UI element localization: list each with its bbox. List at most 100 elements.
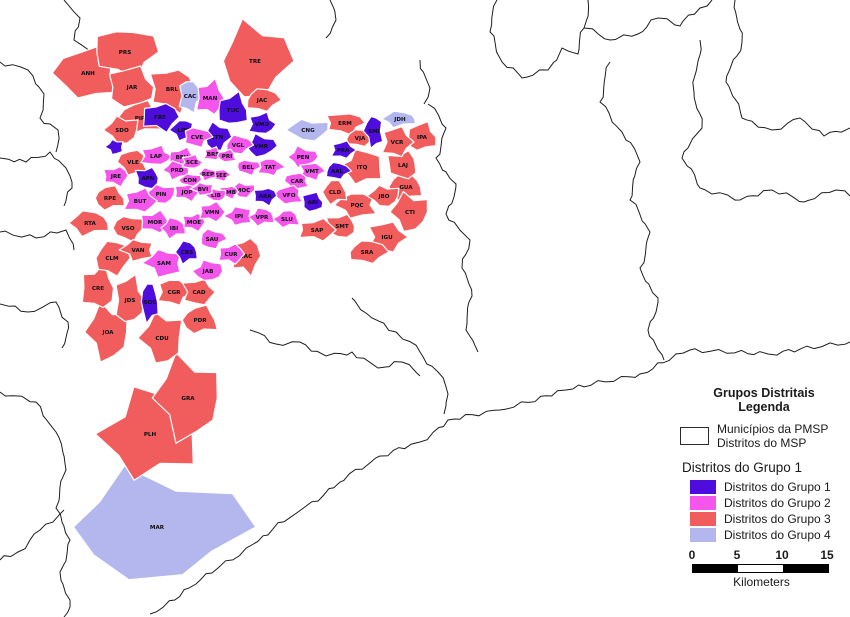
- district-label: MAR: [150, 525, 165, 531]
- district-label: CMB: [222, 190, 236, 196]
- municipal-boundary: [325, 0, 337, 39]
- district-label: BVI: [198, 187, 208, 193]
- legend-swatch-grupo-1: [690, 479, 716, 494]
- legend-group-rows: Distritos do Grupo 1 Distritos do Grupo …: [680, 479, 848, 542]
- district-label: JDS: [124, 298, 136, 304]
- district-RTA: [68, 210, 110, 238]
- municipality-label-line1: Municípios da PMSP: [717, 421, 829, 436]
- district-SDO: [102, 115, 139, 144]
- district-label: SAM: [157, 261, 171, 267]
- legend-swatch-grupo-3: [690, 511, 716, 526]
- district-label: IBI: [170, 226, 178, 232]
- municipality-label-line2: Distritos do MSP: [717, 436, 807, 451]
- scale-seg-1: [693, 564, 738, 572]
- district-label: IPI: [235, 214, 243, 220]
- district-ARI: [302, 191, 324, 213]
- district-label: STN: [211, 135, 224, 141]
- district-label: PIR: [135, 116, 146, 122]
- district-label: GRA: [181, 396, 195, 402]
- district-label: SLU: [281, 217, 293, 223]
- district-SAU: [200, 228, 228, 250]
- district-label: IGU: [381, 235, 393, 241]
- district-TUC: [218, 90, 248, 124]
- district-label: JDH: [393, 117, 406, 123]
- district-label: VAN: [132, 248, 145, 254]
- district-label: VPR: [256, 215, 269, 221]
- district-label: JRE: [110, 174, 121, 180]
- district-VAN: [118, 239, 153, 262]
- district-CNG: [285, 118, 329, 142]
- district-label: SCE: [186, 160, 198, 166]
- district-label: LAJ: [398, 163, 408, 169]
- district-label: CAD: [192, 290, 205, 296]
- district-label: CUR: [225, 252, 239, 258]
- district-label: CBS: [181, 250, 193, 256]
- district-VMT: [299, 162, 327, 181]
- scale-bar: 0 5 10 15 Kilometers: [689, 548, 834, 589]
- district-label: ARA: [259, 194, 273, 200]
- district-label: PRA: [337, 148, 350, 154]
- district-label: VMD: [255, 122, 270, 128]
- district-ARA: [253, 187, 278, 207]
- district-LAJ: [387, 149, 417, 180]
- district-label: CLM: [105, 256, 119, 262]
- district-label: JAR: [126, 85, 138, 91]
- district-SAM: [141, 248, 182, 278]
- district-BUT: [123, 187, 158, 213]
- district-label: PRD: [170, 168, 183, 174]
- district-label: CGR: [167, 290, 181, 296]
- district-SCE: [181, 153, 204, 169]
- district-label: CVE: [191, 135, 203, 141]
- municipal-boundary: [419, 59, 431, 105]
- municipal-boundary: [149, 341, 850, 615]
- municipal-boundary: [427, 103, 479, 353]
- district-MAR: [72, 465, 257, 581]
- district-label: PIN: [156, 192, 167, 198]
- district-label: CNG: [301, 128, 315, 134]
- municipal-boundary: [0, 391, 71, 617]
- district-AAL: [325, 161, 353, 180]
- district-label: LIM: [177, 128, 189, 134]
- district-label: SDO: [115, 128, 129, 134]
- district-VGL: [226, 134, 255, 155]
- district-label: PRS: [119, 50, 131, 56]
- district-label: JBO: [377, 194, 389, 200]
- district-label: SAU: [206, 237, 219, 243]
- district-FRE: [142, 102, 180, 133]
- district-VSO: [112, 215, 145, 243]
- district-label: ERM: [338, 121, 352, 127]
- district-TAT: [257, 158, 287, 177]
- district-label: IPA: [417, 135, 428, 141]
- district-CDU: [137, 311, 183, 364]
- district-label: SRA: [361, 250, 374, 256]
- district-label: CAR: [291, 179, 304, 185]
- district-JDH: [381, 110, 416, 129]
- district-label: VMR: [254, 144, 269, 150]
- district-PDR: [181, 304, 218, 335]
- legend-title: Grupos Distritais Legenda: [680, 386, 848, 415]
- district-label: TAT: [264, 165, 275, 171]
- district-label: LAP: [150, 154, 162, 160]
- district-label: VSO: [121, 226, 134, 232]
- municipal-boundary: [0, 151, 73, 207]
- district-CTI: [389, 190, 428, 232]
- district-label: SEE: [215, 173, 227, 179]
- district-IPI: [222, 206, 252, 227]
- district-BEL: [237, 159, 262, 177]
- district-JBO: [366, 184, 400, 207]
- district-CAC: [178, 81, 205, 114]
- scale-ticks: 0 5 10 15: [689, 548, 834, 562]
- legend-label-grupo-2: Distritos do Grupo 2: [724, 495, 831, 510]
- legend-swatch-grupo-2: [690, 495, 716, 510]
- district-label: CRE: [92, 286, 104, 292]
- municipal-boundary: [0, 61, 60, 153]
- municipal-boundary: [351, 297, 449, 415]
- district-label: BUT: [134, 199, 147, 205]
- district-label: FRE: [154, 115, 166, 121]
- legend-title-line2: Legenda: [738, 400, 790, 415]
- legend-item-grupo-4: Distritos do Grupo 4: [680, 527, 848, 542]
- scale-bar-graphic: [692, 563, 829, 573]
- district-label: REP: [202, 172, 214, 178]
- district-CON: [178, 173, 203, 187]
- district-label: BRS: [207, 152, 220, 158]
